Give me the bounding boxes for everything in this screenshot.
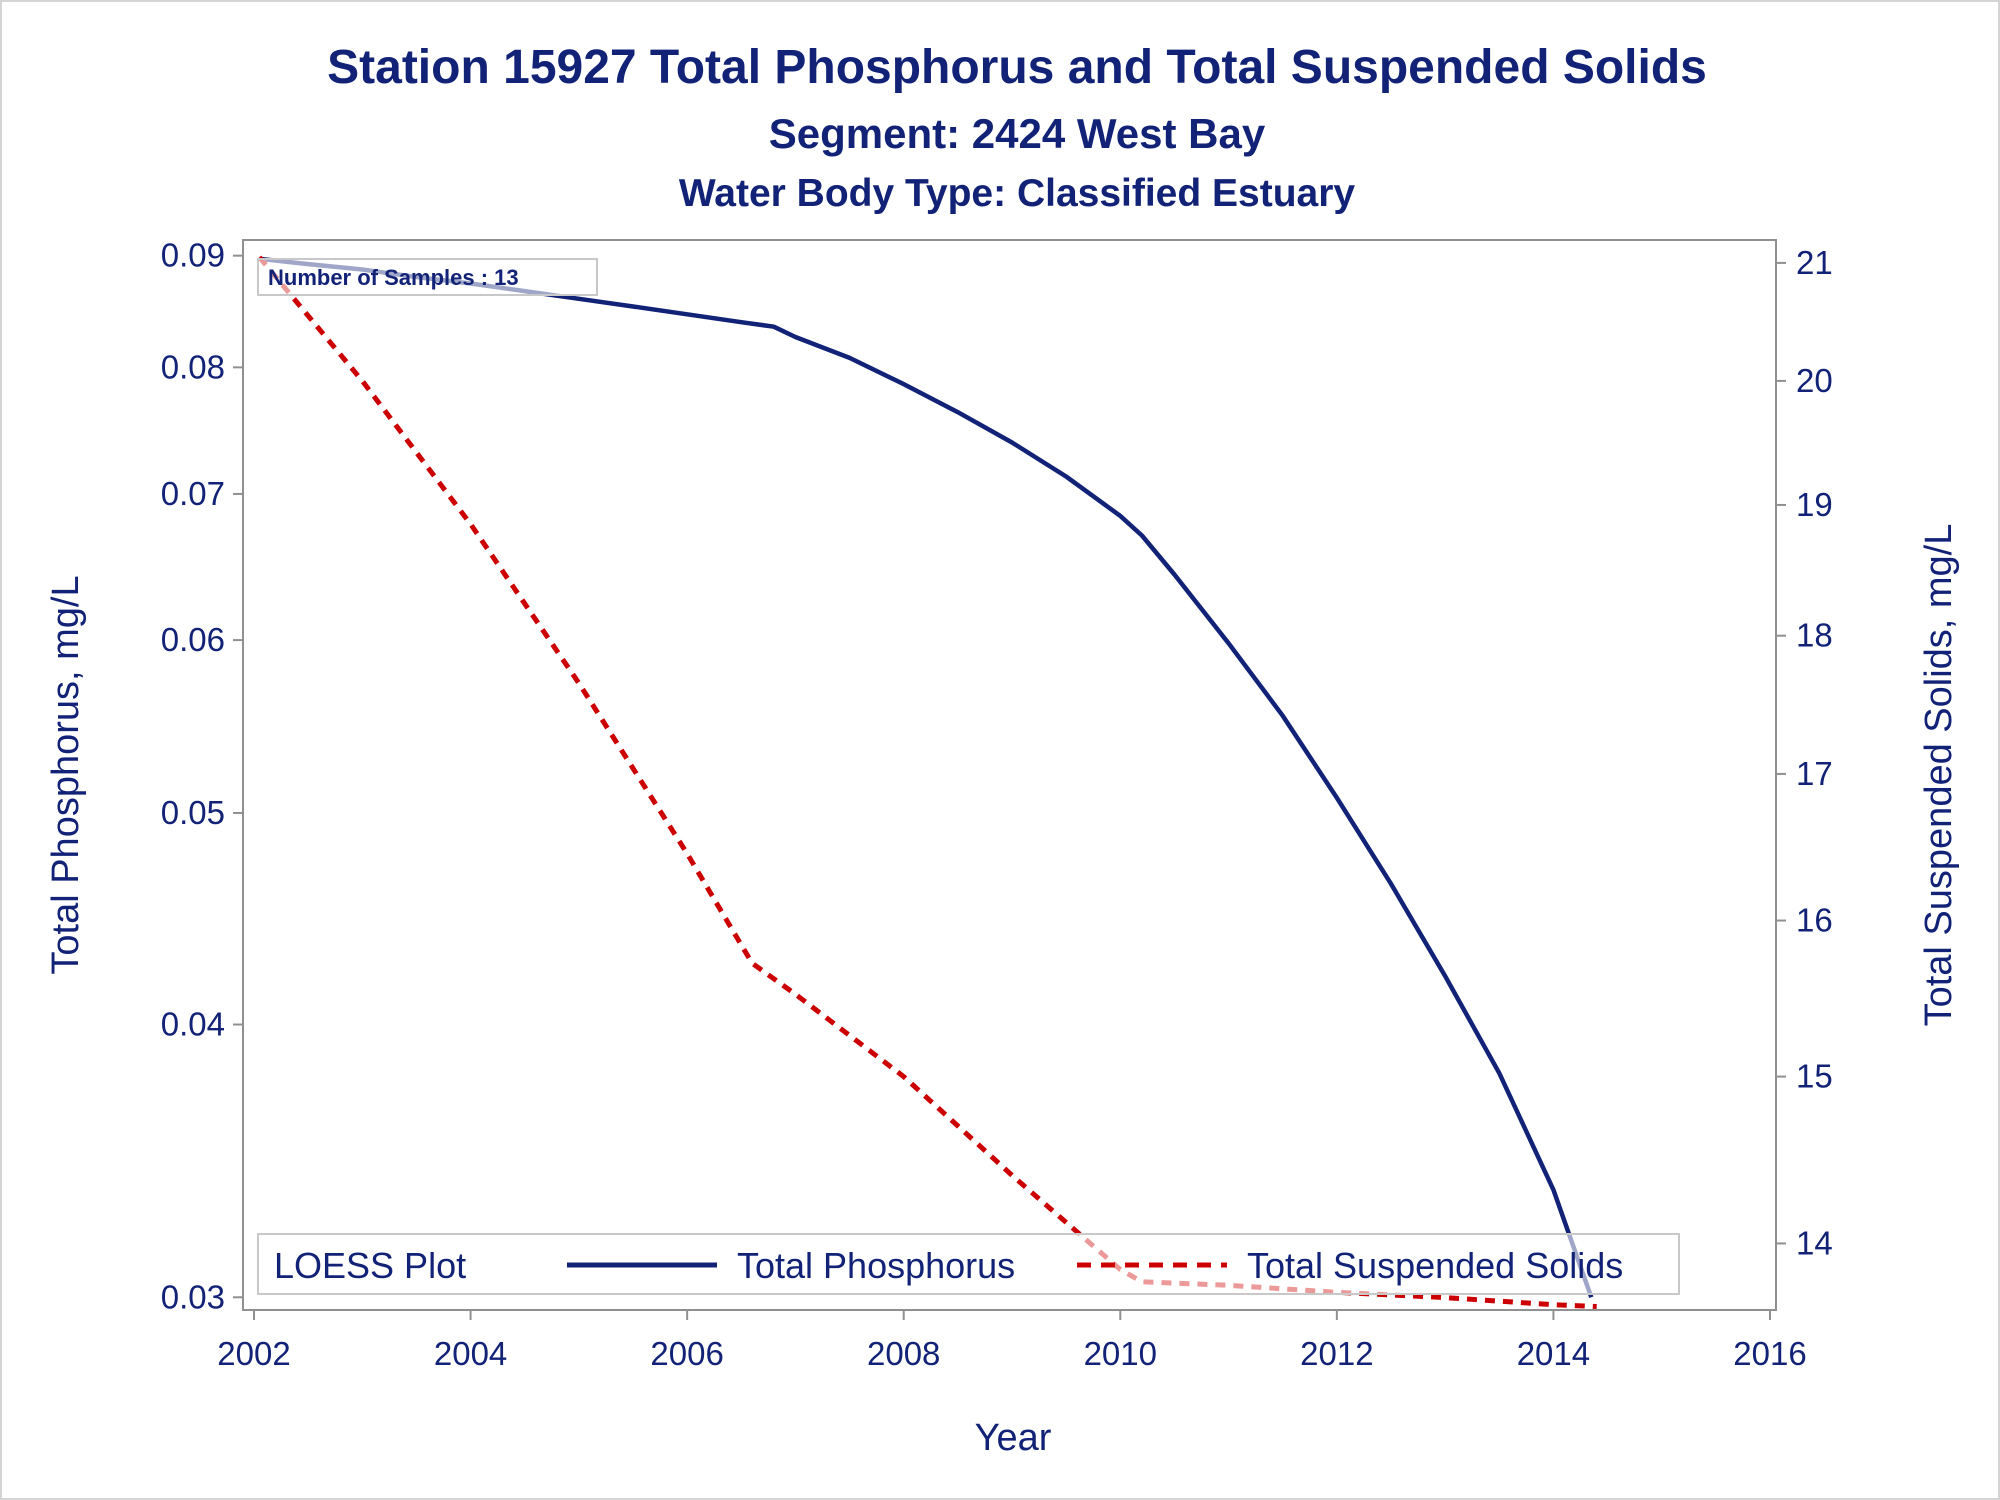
x-tick-label: 2016 bbox=[1733, 1335, 1806, 1372]
y-left-tick-label: 0.05 bbox=[161, 794, 225, 831]
y-right-tick-label: 15 bbox=[1796, 1058, 1833, 1095]
legend-label-total-phosphorus: Total Phosphorus bbox=[737, 1245, 1015, 1286]
series-group bbox=[257, 255, 1597, 1309]
series-line-total-phosphorus bbox=[259, 256, 1594, 1299]
y-right-tick-label: 18 bbox=[1796, 617, 1833, 654]
y-right-tick-label: 17 bbox=[1796, 755, 1833, 792]
x-tick-label: 2006 bbox=[650, 1335, 723, 1372]
legend-title: LOESS Plot bbox=[274, 1245, 466, 1286]
x-tick-label: 2004 bbox=[434, 1335, 507, 1372]
y-left-tick-label: 0.04 bbox=[161, 1006, 225, 1043]
y-left-tick-label: 0.09 bbox=[161, 237, 225, 274]
legend bbox=[257, 1233, 1680, 1295]
chart-title: Station 15927 Total Phosphorus and Total… bbox=[327, 41, 1707, 94]
y-left-tick-label: 0.08 bbox=[161, 348, 225, 385]
y-left-tick-label: 0.07 bbox=[161, 475, 225, 512]
y-right-tick-label: 16 bbox=[1796, 902, 1833, 939]
x-tick-label: 2012 bbox=[1300, 1335, 1373, 1372]
y-axis-left: 0.03 0.04 0.05 0.06 0.07 0.08 0.09 bbox=[161, 237, 243, 1315]
x-tick-label: 2002 bbox=[217, 1335, 290, 1372]
y-right-tick-label: 19 bbox=[1796, 486, 1833, 523]
y-axis-right: 14 15 16 17 18 19 20 21 bbox=[1776, 244, 1833, 1261]
x-axis: 2002 2004 2006 2008 2010 2012 2014 2016 bbox=[217, 1310, 1807, 1372]
sample-count-note: Number of Samples : 13 bbox=[268, 265, 519, 290]
y-left-tick-label: 0.06 bbox=[161, 621, 225, 658]
legend-label-total-suspended-solids: Total Suspended Solids bbox=[1247, 1245, 1623, 1286]
x-tick-label: 2014 bbox=[1517, 1335, 1590, 1372]
series-line-total-suspended-solids bbox=[257, 255, 1597, 1309]
x-tick-label: 2010 bbox=[1084, 1335, 1157, 1372]
y-right-tick-label: 14 bbox=[1796, 1224, 1833, 1261]
y-axis-left-label: Total Phosphorus, mg/L bbox=[45, 575, 87, 974]
y-right-tick-label: 21 bbox=[1796, 244, 1833, 281]
chart-subtitle: Segment: 2424 West Bay bbox=[769, 110, 1266, 157]
x-tick-label: 2008 bbox=[867, 1335, 940, 1372]
y-left-tick-label: 0.03 bbox=[161, 1278, 225, 1315]
chart-subtitle-2: Water Body Type: Classified Estuary bbox=[679, 172, 1355, 215]
x-axis-label: Year bbox=[975, 1417, 1052, 1459]
plot-area bbox=[242, 239, 1777, 1311]
y-right-tick-label: 20 bbox=[1796, 362, 1833, 399]
y-axis-right-label: Total Suspended Solids, mg/L bbox=[1918, 524, 1960, 1027]
sample-count-box bbox=[257, 258, 598, 296]
